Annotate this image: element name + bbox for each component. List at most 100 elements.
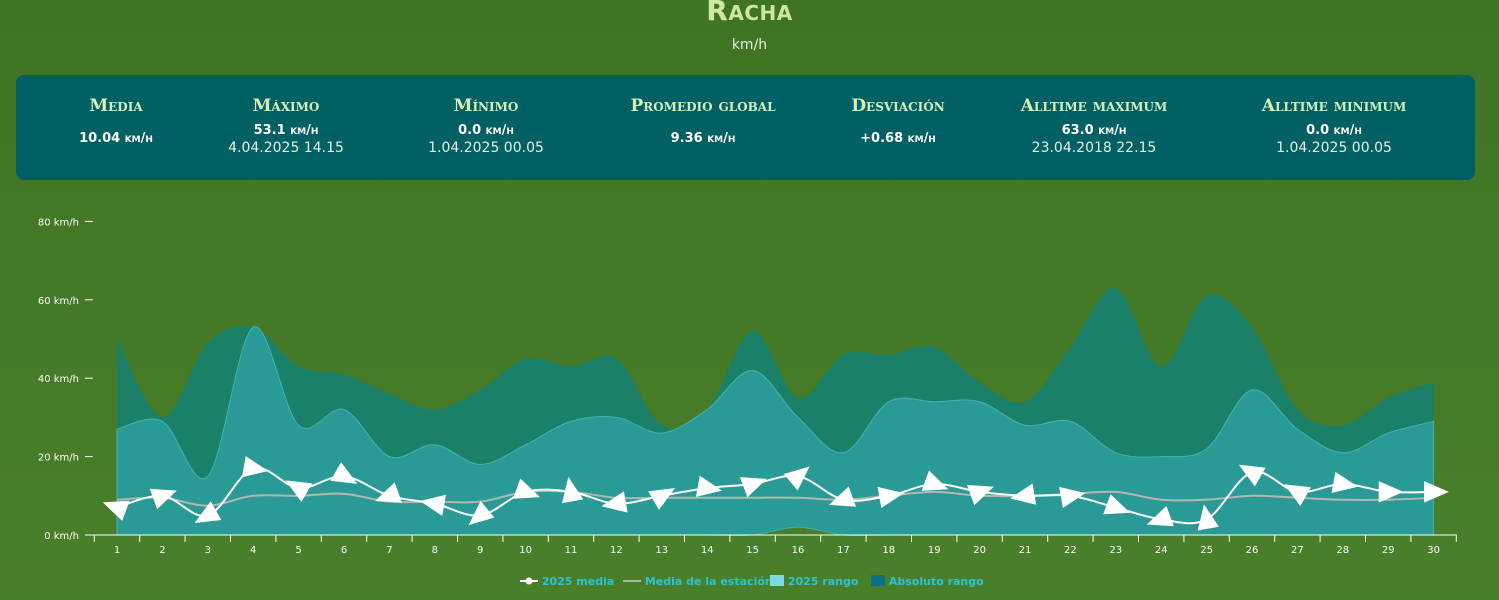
media-2025-point xyxy=(1378,481,1404,503)
x-axis-tick-label: 7 xyxy=(386,545,392,556)
legend-line-icon xyxy=(623,580,641,582)
media-2025-point xyxy=(562,476,584,504)
media-2025-point xyxy=(739,477,767,498)
x-axis-tick-label: 27 xyxy=(1291,545,1304,556)
legend-label: Media de la estación xyxy=(644,575,773,588)
media-2025-point xyxy=(1146,505,1174,527)
chart-legend: 2025 media Media de la estación 2025 ran… xyxy=(0,575,1499,591)
x-axis-tick-label: 12 xyxy=(610,545,623,556)
x-axis-tick-label: 9 xyxy=(477,545,483,556)
stat-value: 0.0 km/h xyxy=(458,123,514,138)
stat-datetime: 4.04.2025 14.15 xyxy=(228,140,344,156)
stat-value: 53.1 km/h xyxy=(253,123,319,138)
stats-panel: Media 10.04 km/h Máximo 53.1 km/h 4.04.2… xyxy=(16,75,1475,180)
stat-alltime-minimum: Alltime minimum 0.0 km/h 1.04.2025 00.05 xyxy=(1224,95,1444,157)
legend-label: 2025 media xyxy=(541,575,615,588)
legend-label: Absoluto rango xyxy=(888,575,984,588)
stat-label: Máximo xyxy=(252,96,320,116)
x-axis-tick-label: 2 xyxy=(159,545,165,556)
x-axis-tick-label: 1 xyxy=(114,545,120,556)
media-2025-point xyxy=(1331,471,1358,493)
x-axis-tick-label: 25 xyxy=(1200,545,1213,556)
stat-label: Desviación xyxy=(851,96,945,116)
stat-maximo: Máximo 53.1 km/h 4.04.2025 14.15 xyxy=(176,95,396,157)
x-axis-tick-label: 5 xyxy=(295,545,301,556)
media-2025-point xyxy=(375,482,403,503)
x-axis-tick-label: 10 xyxy=(519,545,532,556)
page-subtitle-unit: km/h xyxy=(731,37,768,53)
x-axis-tick-label: 28 xyxy=(1336,545,1349,556)
x-axis-tick-label: 26 xyxy=(1246,545,1259,556)
media-2025-point xyxy=(1424,481,1449,503)
x-axis-tick-label: 22 xyxy=(1064,545,1077,556)
x-axis-tick-label: 24 xyxy=(1155,545,1168,556)
media-2025-point xyxy=(1009,483,1037,505)
media-2025-point xyxy=(1197,504,1219,531)
media-2025-point xyxy=(1284,484,1312,506)
media-2025-point xyxy=(921,470,949,491)
media-2025-point xyxy=(102,500,130,521)
media-2025-point xyxy=(285,480,313,503)
media-2025-point xyxy=(783,466,810,491)
stat-alltime-maximum: Alltime maximum 63.0 km/h 23.04.2018 22.… xyxy=(984,95,1204,157)
legend-item-media-estacion[interactable]: Media de la estación xyxy=(623,575,773,588)
media-2025-point xyxy=(829,486,857,507)
stat-value: 10.04 km/h xyxy=(79,131,153,146)
media-2025-point xyxy=(194,501,222,524)
x-axis-tick-label: 16 xyxy=(792,545,805,556)
media-2025-point xyxy=(512,478,540,499)
station-mean-line xyxy=(116,489,1434,507)
legend-square-icon xyxy=(871,575,885,586)
stat-value: 63.0 km/h xyxy=(1061,123,1127,138)
legend-item-2025-rango[interactable]: 2025 rango xyxy=(770,575,858,588)
media-2025-point xyxy=(1238,464,1266,487)
x-axis-tick-label: 11 xyxy=(565,545,578,556)
y-axis-tick-label: 20 km/h xyxy=(38,453,79,464)
legend-label: 2025 rango xyxy=(787,575,859,588)
media-2025-point xyxy=(330,462,358,484)
media-2025-point xyxy=(1059,486,1086,509)
y-axis-tick-label: 40 km/h xyxy=(38,374,79,385)
x-axis-tick-label: 15 xyxy=(746,545,759,556)
legend-item-absoluto-rango[interactable]: Absoluto rango xyxy=(871,575,984,588)
media-2025-point xyxy=(648,488,676,510)
stat-label: Mínimo xyxy=(453,96,519,116)
stat-datetime: 1.04.2025 00.05 xyxy=(1276,140,1392,156)
legend-item-2025-media[interactable]: 2025 media xyxy=(520,575,614,588)
x-axis-tick-label: 8 xyxy=(432,545,438,556)
x-axis-tick-label: 30 xyxy=(1427,545,1440,556)
y-axis-tick-label: 60 km/h xyxy=(38,296,79,307)
x-axis-tick-label: 18 xyxy=(882,545,895,556)
x-axis-tick-label: 23 xyxy=(1109,545,1122,556)
media-2025-point xyxy=(149,488,177,510)
media-2025-point xyxy=(241,456,269,478)
stat-value: +0.68 km/h xyxy=(860,131,936,146)
media-2025-point xyxy=(419,494,447,516)
x-axis-tick-label: 19 xyxy=(928,545,941,556)
x-axis-tick-label: 20 xyxy=(973,545,986,556)
media-2025-point xyxy=(966,485,994,506)
y-axis-tick-label: 0 km/h xyxy=(44,531,79,542)
stat-datetime: 23.04.2018 22.15 xyxy=(1031,140,1157,156)
media-2025-point xyxy=(468,501,495,526)
x-axis-tick-label: 14 xyxy=(701,545,714,556)
stat-media: Media 10.04 km/h xyxy=(6,95,226,147)
x-axis-tick-label: 6 xyxy=(341,545,347,556)
stat-value: 9.36 km/h xyxy=(670,131,736,146)
stat-label: Media xyxy=(89,96,143,116)
y-axis-tick-label: 80 km/h xyxy=(38,217,79,228)
stat-value: 0.0 km/h xyxy=(1306,123,1362,138)
media-2025-point xyxy=(1103,494,1131,515)
stat-label: Promedio global xyxy=(630,96,776,116)
x-axis-tick-label: 13 xyxy=(655,545,668,556)
gust-chart: 0 km/h20 km/h40 km/h60 km/h80 km/h1 2 3 4 5 6… xyxy=(38,217,1457,556)
stat-label: Alltime minimum xyxy=(1261,96,1407,116)
stat-desviacion: Desviación +0.68 km/h xyxy=(788,95,1008,147)
x-axis-tick-label: 3 xyxy=(205,545,211,556)
media-2025-point xyxy=(695,475,723,497)
x-axis-tick-label: 4 xyxy=(250,545,256,556)
media-2025-point xyxy=(601,491,628,513)
stat-label: Alltime maximum xyxy=(1020,96,1168,116)
media-2025-point xyxy=(877,486,904,509)
x-axis-tick-label: 29 xyxy=(1382,545,1395,556)
